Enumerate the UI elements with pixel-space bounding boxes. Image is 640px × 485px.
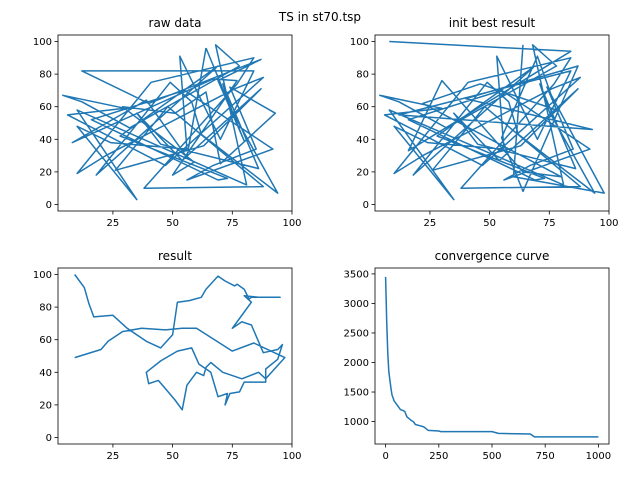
y-tick-label: 60 xyxy=(39,102,52,113)
y-tick-label: 40 xyxy=(39,135,52,146)
figure-title: TS in st70.tsp xyxy=(278,10,361,24)
x-tick-label: 25 xyxy=(107,218,120,229)
series-line xyxy=(74,274,286,411)
y-tick-label: 3500 xyxy=(344,269,369,280)
y-tick-label: 0 xyxy=(46,200,52,211)
y-tick-label: 60 xyxy=(356,102,369,113)
x-tick-label: 750 xyxy=(536,451,555,462)
x-tick-label: 75 xyxy=(226,451,239,462)
y-tick-label: 20 xyxy=(39,167,52,178)
axes-frame xyxy=(57,34,293,212)
y-tick-label: 1000 xyxy=(344,417,369,428)
panel-raw-data: raw data 25 50 75 100 0 20 40 60 80 100 xyxy=(33,16,302,229)
x-tick-label: 250 xyxy=(429,451,448,462)
x-tick-label: 25 xyxy=(107,451,120,462)
x-tick-label: 1000 xyxy=(586,451,611,462)
x-tick-label: 50 xyxy=(166,218,179,229)
y-tick-label: 80 xyxy=(39,303,52,314)
x-tick-label: 0 xyxy=(382,451,388,462)
x-tick-label: 100 xyxy=(282,451,301,462)
panel-title: convergence curve xyxy=(435,249,550,263)
series-line xyxy=(379,40,605,201)
panel-init-best-result: init best result 25 50 75 100 0 20 40 60 80 100 xyxy=(350,16,619,229)
y-tick-label: 1500 xyxy=(344,388,369,399)
panel-convergence-curve: convergence curve 0 250 500 750 1000 1000 1500… xyxy=(344,249,612,462)
x-tick-label: 50 xyxy=(166,451,179,462)
y-tick-label: 2000 xyxy=(344,358,369,369)
axes-frame xyxy=(57,267,293,445)
y-tick-label: 0 xyxy=(46,433,52,444)
series-line xyxy=(384,276,599,438)
x-tick-label: 75 xyxy=(226,218,239,229)
y-tick-label: 20 xyxy=(356,167,369,178)
y-tick-label: 3000 xyxy=(344,299,369,310)
x-tick-label: 500 xyxy=(482,451,501,462)
y-tick-label: 40 xyxy=(39,368,52,379)
y-tick-label: 100 xyxy=(33,37,52,48)
x-tick-label: 50 xyxy=(483,218,496,229)
axes-frame xyxy=(374,34,610,212)
panel-title: init best result xyxy=(449,16,536,30)
y-tick-label: 40 xyxy=(356,135,369,146)
series-line xyxy=(62,44,279,201)
y-tick-label: 100 xyxy=(33,270,52,281)
y-tick-label: 80 xyxy=(356,70,369,81)
x-tick-label: 75 xyxy=(543,218,556,229)
y-tick-label: 2500 xyxy=(344,328,369,339)
panel-title: raw data xyxy=(149,16,202,30)
y-tick-label: 0 xyxy=(363,200,369,211)
x-tick-label: 100 xyxy=(282,218,301,229)
x-tick-label: 100 xyxy=(599,218,618,229)
y-tick-label: 80 xyxy=(39,70,52,81)
y-tick-label: 60 xyxy=(39,335,52,346)
x-tick-label: 25 xyxy=(424,218,437,229)
y-tick-label: 20 xyxy=(39,400,52,411)
panel-title: result xyxy=(158,249,192,263)
y-tick-label: 100 xyxy=(350,37,369,48)
panel-result: result 25 50 75 100 0 20 40 60 80 100 xyxy=(33,249,302,462)
